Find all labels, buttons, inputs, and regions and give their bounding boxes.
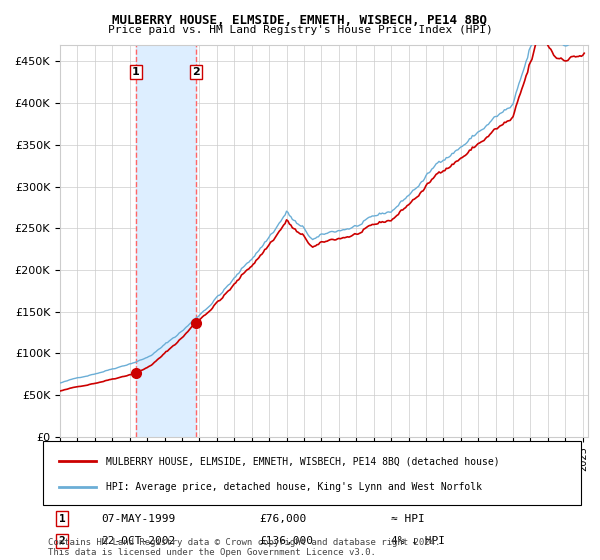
Text: 1: 1: [59, 514, 65, 524]
Text: £136,000: £136,000: [259, 536, 313, 546]
Text: 1: 1: [132, 67, 140, 77]
Text: HPI: Average price, detached house, King's Lynn and West Norfolk: HPI: Average price, detached house, King…: [106, 482, 482, 492]
Text: MULBERRY HOUSE, ELMSIDE, EMNETH, WISBECH, PE14 8BQ: MULBERRY HOUSE, ELMSIDE, EMNETH, WISBECH…: [113, 14, 487, 27]
FancyBboxPatch shape: [43, 441, 581, 505]
Bar: [136, 45, 196, 437]
Text: Contains HM Land Registry data © Crown copyright and database right 2024.
This d: Contains HM Land Registry data © Crown c…: [48, 538, 440, 557]
Text: ≈ HPI: ≈ HPI: [391, 514, 425, 524]
Text: MULBERRY HOUSE, ELMSIDE, EMNETH, WISBECH, PE14 8BQ (detached house): MULBERRY HOUSE, ELMSIDE, EMNETH, WISBECH…: [106, 456, 500, 466]
Text: 22-OCT-2002: 22-OCT-2002: [101, 536, 175, 546]
Text: 2: 2: [59, 536, 65, 546]
Text: £76,000: £76,000: [259, 514, 307, 524]
Text: 4% ↓ HPI: 4% ↓ HPI: [391, 536, 445, 546]
Text: 2: 2: [192, 67, 200, 77]
Text: Price paid vs. HM Land Registry's House Price Index (HPI): Price paid vs. HM Land Registry's House …: [107, 25, 493, 35]
Text: 07-MAY-1999: 07-MAY-1999: [101, 514, 175, 524]
